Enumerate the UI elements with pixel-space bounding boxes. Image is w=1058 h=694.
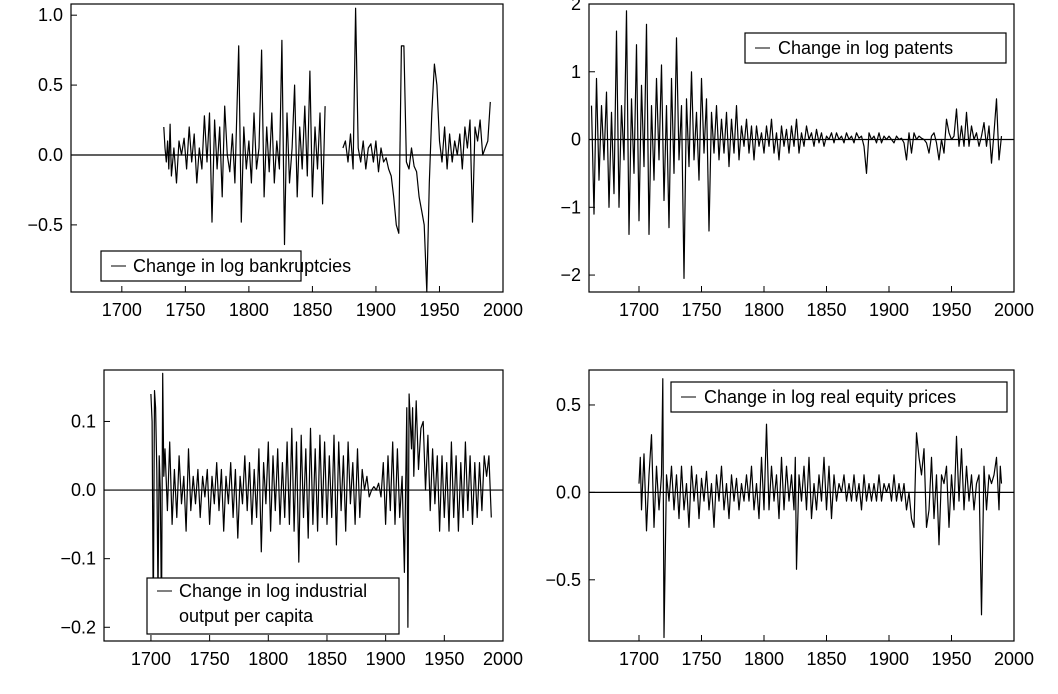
- patents-legend-label: Change in log patents: [778, 38, 953, 58]
- bankruptcies-plot-frame: [70, 3, 504, 293]
- industrial-output-x-tick-label: 1850: [307, 649, 347, 669]
- industrial-output-y-tick-label: −0.2: [60, 617, 96, 637]
- patents-x-tick-label: 1750: [681, 300, 721, 320]
- patents-plot-frame: [588, 3, 1015, 293]
- patents-x-axis: 1700 1750 1800 1850 1900 1950 2000: [619, 286, 1034, 320]
- bankruptcies-series-line: [163, 7, 491, 293]
- equity-prices-x-tick-label: 1750: [681, 649, 721, 669]
- industrial-output-legend-label-line1: Change in log industrial: [179, 581, 367, 601]
- equity-prices-x-tick-label: 1700: [619, 649, 659, 669]
- bankruptcies-x-tick-label: 1850: [292, 300, 332, 320]
- industrial-output-y-axis: −0.2 −0.1 0.0 0.1: [60, 411, 110, 637]
- equity-prices-legend: Change in log real equity prices: [670, 381, 1008, 413]
- bankruptcies-x-tick-label: 1950: [419, 300, 459, 320]
- equity-prices-series-line: [638, 378, 1003, 639]
- bankruptcies-x-tick-label: 2000: [483, 300, 523, 320]
- equity-prices-y-axis: −0.5 0.0 0.5: [545, 395, 595, 590]
- industrial-output-legend-label-line2: output per capita: [179, 606, 314, 626]
- equity-prices-legend-label: Change in log real equity prices: [704, 387, 956, 407]
- equity-prices-x-axis: 1700 1750 1800 1850 1900 1950 2000: [619, 635, 1034, 669]
- bankruptcies-x-tick-label: 1800: [229, 300, 269, 320]
- industrial-output-x-tick-label: 1900: [366, 649, 406, 669]
- equity-prices-plot-frame: [588, 369, 1015, 642]
- equity-prices-legend-box: [670, 381, 1008, 413]
- patents-y-tick-label: 2: [571, 0, 581, 14]
- patents-legend: Change in log patents: [744, 32, 1007, 64]
- patents-y-tick-label: −2: [560, 265, 581, 285]
- industrial-output-legend: Change in log industrial output per capi…: [146, 577, 400, 635]
- bankruptcies-y-tick-label: 1.0: [38, 5, 63, 25]
- industrial-output-x-tick-label: 1700: [131, 649, 171, 669]
- bankruptcies-y-tick-label: 0.0: [38, 145, 63, 165]
- patents-x-tick-label: 1950: [931, 300, 971, 320]
- equity-prices-y-tick-label: 0.0: [556, 482, 581, 502]
- bankruptcies-legend-label: Change in log bankruptcies: [133, 256, 351, 276]
- patents-x-tick-label: 2000: [994, 300, 1034, 320]
- bankruptcies-y-tick-label: 0.5: [38, 75, 63, 95]
- industrial-output-y-tick-label: −0.1: [60, 549, 96, 569]
- industrial-output-x-tick-label: 1750: [190, 649, 230, 669]
- bankruptcies-x-tick-label: 1750: [165, 300, 205, 320]
- industrial-output-x-axis: 1700 1750 1800 1850 1900 1950 2000: [131, 635, 523, 669]
- equity-prices-x-tick-label: 1900: [869, 649, 909, 669]
- equity-prices-y-tick-label: −0.5: [545, 570, 581, 590]
- bankruptcies-y-axis: −0.5 0.0 0.5 1.0: [27, 5, 77, 235]
- patents-x-tick-label: 1800: [744, 300, 784, 320]
- patents-y-tick-label: 1: [571, 62, 581, 82]
- industrial-output-x-tick-label: 1950: [424, 649, 464, 669]
- patents-legend-box: [744, 32, 1007, 64]
- bankruptcies-legend: Change in log bankruptcies: [100, 250, 351, 282]
- bankruptcies-x-axis: 1700 1750 1800 1850 1900 1950 2000: [102, 286, 523, 320]
- industrial-output-x-tick-label: 2000: [483, 649, 523, 669]
- industrial-output-y-tick-label: 0.1: [71, 411, 96, 431]
- equity-prices-y-tick-label: 0.5: [556, 395, 581, 415]
- industrial-output-panel: −0.2 −0.1 0.0 0.1 1700 1750 1800 1850 1900 1950 2…: [60, 369, 523, 669]
- industrial-output-series-line: [150, 372, 492, 628]
- equity-prices-x-tick-label: 1800: [744, 649, 784, 669]
- patents-x-tick-label: 1900: [869, 300, 909, 320]
- bankruptcies-legend-box: [100, 250, 302, 282]
- patents-series-line: [590, 10, 1003, 279]
- patents-y-axis: −2 −1 0 1 2: [560, 0, 595, 285]
- patents-x-tick-label: 1850: [806, 300, 846, 320]
- industrial-output-plot-frame: [103, 369, 504, 642]
- bankruptcies-y-tick-label: −0.5: [27, 215, 63, 235]
- bankruptcies-panel: −0.5 0.0 0.5 1.0 1700 1750 1800 1850 1900 1950 20…: [27, 3, 523, 320]
- equity-prices-x-tick-label: 1850: [806, 649, 846, 669]
- industrial-output-x-tick-label: 1800: [248, 649, 288, 669]
- equity-prices-x-tick-label: 2000: [994, 649, 1034, 669]
- patents-y-tick-label: 0: [571, 130, 581, 150]
- bankruptcies-x-tick-label: 1700: [102, 300, 142, 320]
- patents-x-tick-label: 1700: [619, 300, 659, 320]
- patents-panel: −2 −1 0 1 2 1700 1750 1800 1850 1900 1950 2000 Cha…: [560, 0, 1034, 320]
- equity-prices-x-tick-label: 1950: [931, 649, 971, 669]
- industrial-output-y-tick-label: 0.0: [71, 480, 96, 500]
- bankruptcies-x-tick-label: 1900: [356, 300, 396, 320]
- industrial-output-legend-box: [146, 577, 400, 635]
- patents-y-tick-label: −1: [560, 197, 581, 217]
- equity-prices-panel: −0.50.00.5 1700 1750 1800 1850 1900 1950 2000 …: [545, 369, 1034, 669]
